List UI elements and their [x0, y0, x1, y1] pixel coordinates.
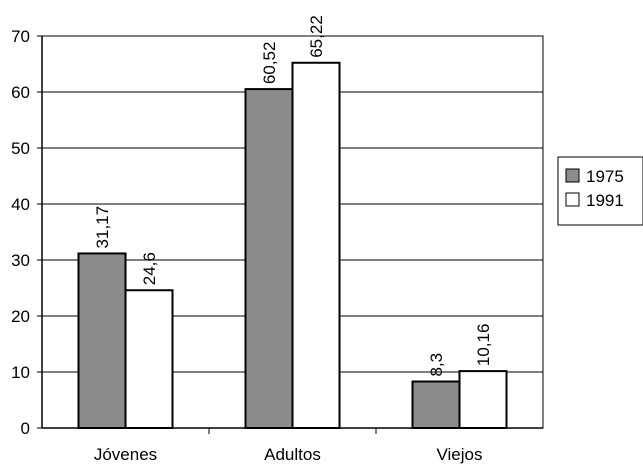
bar-1975-1: [244, 88, 294, 429]
legend-box: [557, 156, 643, 226]
legend-swatch-1975: [565, 168, 580, 183]
axes: [37, 35, 543, 434]
y-tick-label: 10: [11, 363, 30, 382]
y-tick-label: 60: [11, 83, 30, 102]
data-label: 65,22: [307, 15, 326, 58]
x-category-label: Viejos: [437, 445, 483, 464]
legend: 1975 1991: [557, 156, 643, 226]
legend-label-1991: 1991: [586, 191, 624, 210]
x-category-label: Jóvenes: [94, 445, 157, 464]
y-tick-label: 40: [11, 195, 30, 214]
y-tick-label: 30: [11, 251, 30, 270]
x-category-label: Adultos: [264, 445, 321, 464]
y-tick-label: 70: [11, 27, 30, 46]
data-label: 24,6: [140, 252, 159, 285]
legend-swatch-1991: [565, 192, 580, 207]
data-label: 8,3: [427, 353, 446, 377]
data-label: 60,52: [260, 42, 279, 85]
bar-1991-0: [124, 289, 174, 429]
x-category-labels: Jóvenes Adultos Viejos: [94, 445, 483, 464]
y-tick-label: 0: [21, 419, 30, 438]
bar-1975-2: [411, 380, 461, 429]
data-label: 31,17: [93, 206, 112, 249]
bar-1975-0: [77, 252, 127, 429]
data-label: 10,16: [474, 324, 493, 367]
bar-1991-1: [291, 61, 341, 429]
legend-label-1975: 1975: [586, 167, 624, 186]
y-tick-labels: 0 10 20 30 40 50 60 70: [11, 27, 30, 438]
y-tick-label: 50: [11, 139, 30, 158]
data-labels: 31,17 24,6 60,52 65,22 8,3 10,16: [93, 15, 493, 376]
y-tick-label: 20: [11, 307, 30, 326]
bar-1991-2: [458, 370, 508, 430]
